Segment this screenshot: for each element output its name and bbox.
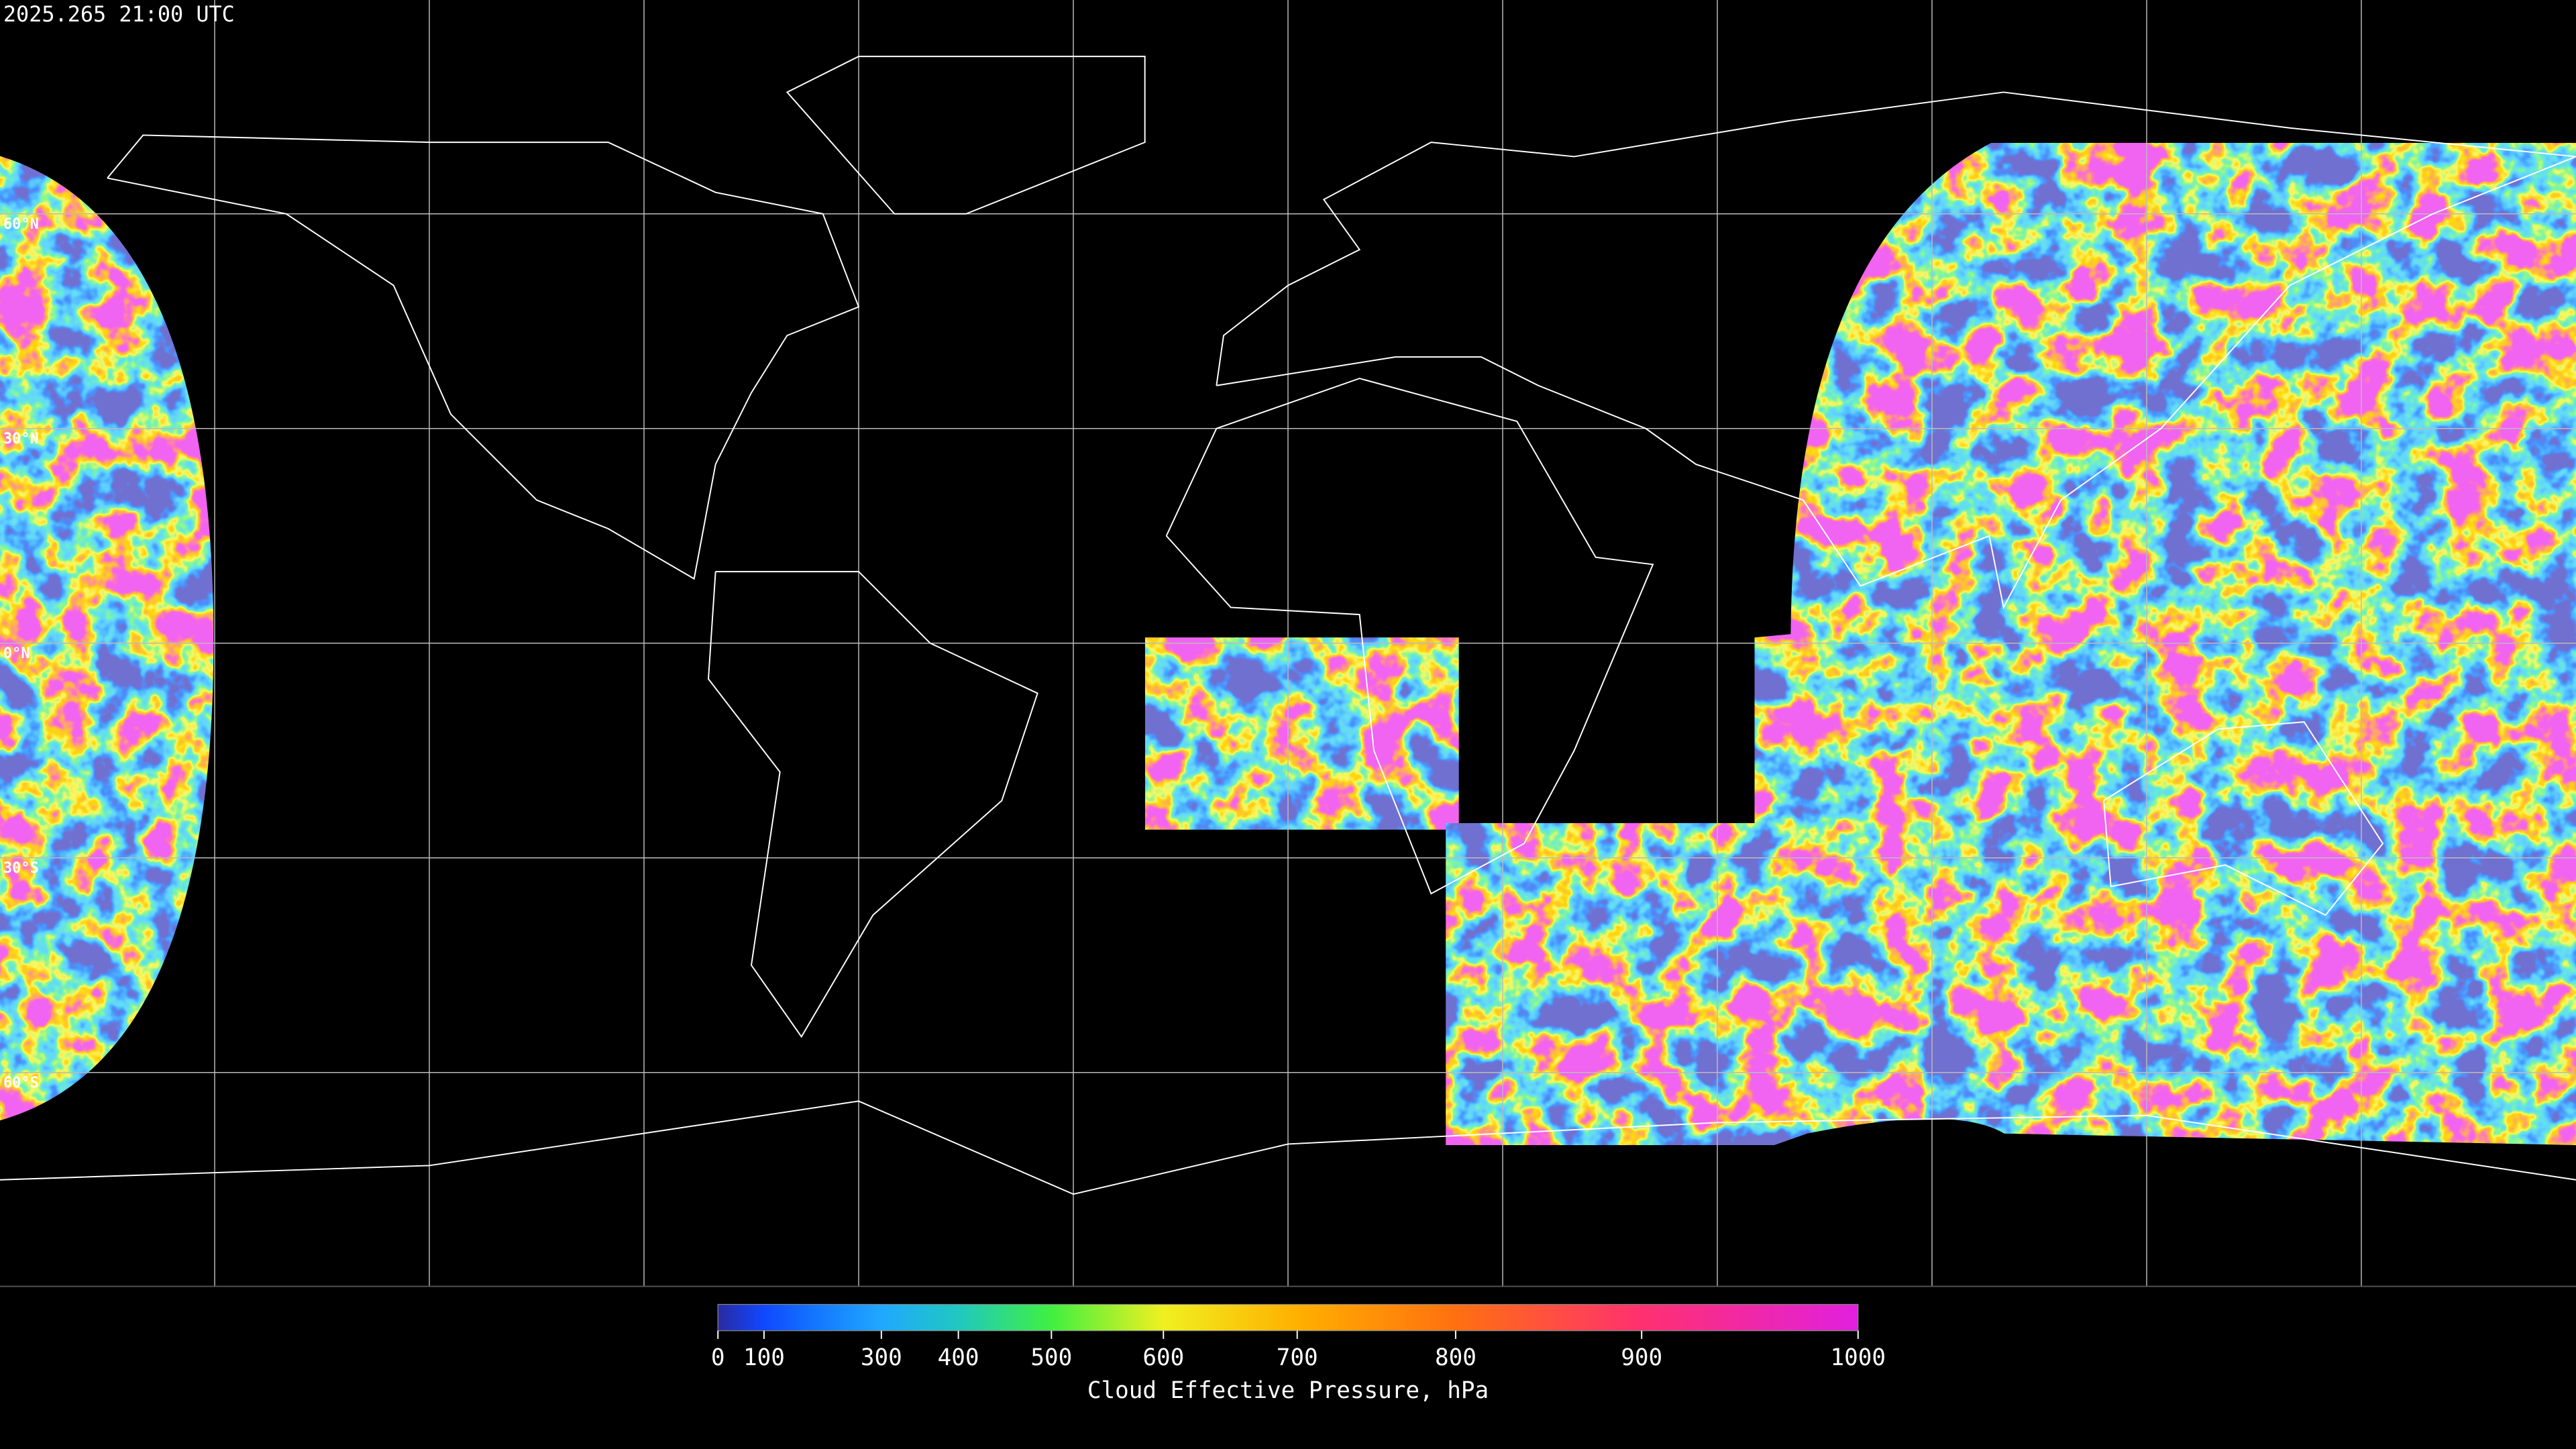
lat-label: 30°S: [3, 860, 39, 877]
colorbar-tick-label: 800: [1435, 1344, 1477, 1371]
colorbar: [717, 1303, 1859, 1332]
lat-label: 60°N: [3, 216, 39, 233]
graticule: 60°N 30°N 0°N 30°S 60°S: [0, 0, 2576, 1287]
timestamp: 2025.265 21:00 UTC: [3, 1, 235, 27]
coastline: [0, 1100, 2576, 1195]
coastlines: [0, 56, 2576, 1195]
coastline: [1165, 378, 1654, 895]
lat-label: 0°N: [3, 645, 30, 662]
colorbar-tick-label: 0: [711, 1344, 725, 1371]
coastline: [786, 56, 1146, 215]
colorbar-tick-label: 500: [1030, 1344, 1072, 1371]
lat-label: 30°N: [3, 431, 39, 447]
colorbar-tick-label: 1000: [1831, 1344, 1886, 1371]
imagery-fill: [1144, 637, 1459, 830]
imagery-swath: [1144, 637, 1459, 830]
lat-label: 60°S: [3, 1075, 39, 1091]
colorbar-tick-label: 900: [1621, 1344, 1662, 1371]
coastline: [707, 571, 1038, 1038]
colorbar-tick-label: 300: [861, 1344, 902, 1371]
coastline: [1216, 91, 2576, 610]
colorbar-title: Cloud Effective Pressure, hPa: [1087, 1377, 1489, 1404]
colorbar-ticks: 0 100 300 400 500 600 700 800 900 1000: [711, 1330, 1886, 1371]
colorbar-tick-label: 600: [1142, 1344, 1184, 1371]
colorbar-tick-label: 100: [743, 1344, 785, 1371]
colorbar-tick-label: 700: [1277, 1344, 1318, 1371]
colorbar-tick-label: 400: [938, 1344, 979, 1371]
coastline: [107, 134, 860, 580]
coastline: [2103, 721, 2384, 916]
